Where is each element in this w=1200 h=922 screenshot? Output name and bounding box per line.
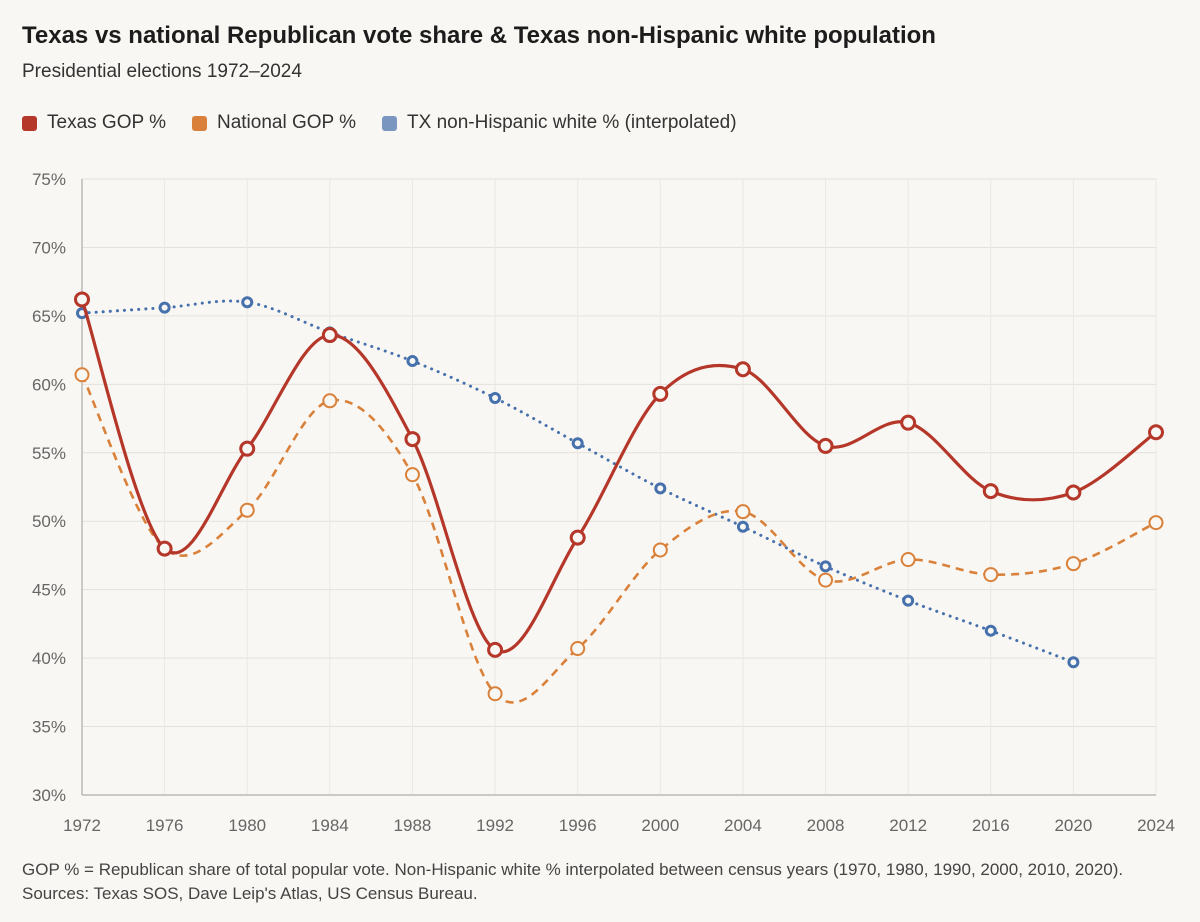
x-tick-label: 1996: [559, 816, 597, 835]
point-national-gop: [818, 572, 834, 588]
point-texas-gop: [404, 431, 421, 448]
legend-item-tx-white: TX non-Hispanic white % (interpolated): [382, 112, 737, 134]
legend-label-national-gop: National GOP %: [216, 112, 357, 133]
point-national-gop: [74, 367, 90, 383]
legend-swatch-national-gop: [191, 115, 207, 131]
y-tick-label: 40%: [32, 649, 66, 668]
point-tx-white: [1067, 656, 1080, 669]
legend-swatch-texas-gop: [22, 115, 37, 131]
legend-item-national-gop: National GOP %: [191, 112, 357, 134]
legend-label-texas-gop: Texas GOP %: [47, 112, 166, 133]
point-texas-gop: [817, 437, 834, 454]
x-tick-label: 2012: [889, 816, 927, 835]
point-tx-white: [158, 301, 171, 314]
point-texas-gop: [652, 385, 669, 402]
legend-item-texas-gop: Texas GOP %: [22, 112, 166, 134]
chart-title: Texas vs national Republican vote share …: [22, 22, 936, 49]
x-tick-label: 2024: [1137, 816, 1175, 835]
point-national-gop: [735, 504, 751, 520]
x-tick-label: 1992: [476, 816, 514, 835]
point-national-gop: [983, 567, 999, 583]
point-texas-gop: [156, 540, 173, 557]
point-texas-gop: [1065, 484, 1082, 501]
y-tick-label: 35%: [32, 718, 66, 737]
series-line-national-gop: [80, 374, 1157, 704]
point-national-gop: [322, 393, 338, 409]
point-texas-gop: [982, 483, 999, 500]
point-national-gop: [404, 467, 420, 483]
x-tick-label: 1972: [63, 816, 101, 835]
point-texas-gop: [1148, 424, 1164, 441]
point-national-gop: [1065, 556, 1081, 572]
y-tick-label: 55%: [32, 444, 66, 463]
point-texas-gop: [321, 327, 338, 344]
point-national-gop: [570, 641, 586, 657]
x-tick-label: 1988: [394, 816, 432, 835]
x-tick-label: 1976: [146, 816, 184, 835]
point-texas-gop: [487, 641, 504, 658]
x-tick-label: 2000: [641, 816, 679, 835]
point-national-gop: [900, 552, 916, 568]
point-tx-white: [489, 392, 502, 405]
point-texas-gop: [239, 440, 256, 457]
line-chart: 30% 35% 40% 45% 50% 55% 60% 65% 70% 75% 1972 1976 19…: [32, 170, 1175, 835]
chart-subtitle: Presidential elections 1972–2024: [22, 61, 302, 82]
point-tx-white: [571, 437, 584, 450]
legend: Texas GOP % National GOP % TX non-Hispan…: [22, 112, 763, 134]
point-texas-gop: [74, 291, 90, 308]
point-national-gop: [652, 542, 668, 558]
legend-swatch-tx-white: [382, 115, 398, 131]
point-national-gop: [1148, 515, 1164, 531]
footnote: GOP % = Republican share of total popula…: [22, 860, 1124, 903]
point-tx-white: [406, 355, 419, 368]
y-tick-label: 45%: [32, 581, 66, 600]
point-tx-white: [241, 296, 254, 309]
series-line-texas-gop: [80, 297, 1158, 654]
point-tx-white: [736, 520, 749, 533]
point-texas-gop: [569, 529, 586, 546]
x-tick-label: 2016: [972, 816, 1010, 835]
legend-label-tx-white: TX non-Hispanic white % (interpolated): [407, 112, 737, 133]
y-tick-label: 70%: [32, 238, 66, 257]
x-tick-label: 2004: [724, 816, 762, 835]
y-tick-label: 50%: [32, 512, 66, 531]
point-tx-white: [984, 624, 997, 637]
point-tx-white: [654, 482, 667, 495]
point-texas-gop: [900, 414, 917, 431]
x-tick-label: 1984: [311, 816, 349, 835]
y-tick-label: 65%: [32, 307, 66, 326]
y-tick-label: 30%: [32, 786, 66, 805]
x-tick-label: 2020: [1054, 816, 1092, 835]
point-texas-gop: [734, 361, 751, 378]
point-tx-white: [819, 560, 832, 573]
point-national-gop: [487, 686, 503, 702]
y-tick-label: 75%: [32, 170, 66, 189]
x-tick-label: 1980: [228, 816, 266, 835]
x-tick-label: 2008: [807, 816, 845, 835]
y-tick-label: 60%: [32, 375, 66, 394]
point-tx-white: [902, 594, 915, 607]
point-national-gop: [239, 502, 255, 518]
